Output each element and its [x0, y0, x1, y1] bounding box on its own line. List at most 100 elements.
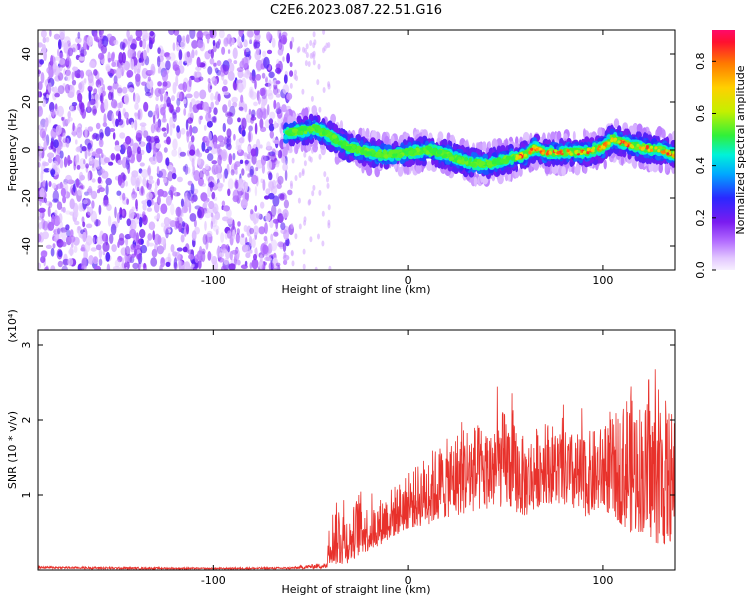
noise-speck	[261, 163, 265, 174]
noise-speck	[63, 156, 68, 168]
noise-speck	[143, 262, 147, 269]
noise-speck	[125, 135, 132, 145]
noise-speck	[48, 114, 52, 124]
noise-speck	[261, 263, 265, 270]
noise-speck	[38, 181, 41, 189]
noise-speck	[75, 146, 82, 153]
noise-speck	[191, 39, 199, 49]
noise-speck	[269, 111, 276, 120]
noise-speck	[221, 149, 228, 162]
noise-speck	[246, 30, 254, 38]
noise-speck	[202, 101, 210, 111]
noise-speck	[163, 147, 168, 153]
noise-speck	[281, 104, 287, 113]
noise-speck	[123, 93, 130, 105]
noise-speck	[104, 126, 111, 137]
noise-speck	[282, 56, 285, 62]
noise-speck	[290, 183, 293, 190]
noise-speck	[270, 154, 277, 163]
noise-speck	[58, 58, 66, 65]
noise-speck	[150, 123, 155, 134]
noise-speck	[101, 232, 108, 242]
noise-speck	[318, 106, 322, 113]
noise-speck	[40, 250, 48, 258]
noise-speck	[157, 56, 161, 68]
noise-speck	[289, 70, 294, 77]
noise-speck	[309, 236, 313, 243]
noise-speck	[298, 172, 302, 178]
noise-speck	[191, 49, 195, 59]
noise-speck	[96, 236, 104, 245]
noise-speck	[165, 228, 169, 239]
noise-speck	[152, 145, 157, 157]
noise-speck	[268, 262, 275, 270]
noise-speck	[188, 77, 192, 88]
noise-speck	[57, 260, 63, 268]
noise-speck	[127, 36, 133, 42]
signal-blob	[609, 128, 615, 136]
noise-speck	[167, 252, 171, 263]
noise-speck	[266, 104, 270, 116]
noise-speck	[139, 162, 145, 167]
noise-speck	[137, 146, 141, 154]
noise-speck	[38, 162, 41, 168]
noise-speck	[134, 102, 139, 110]
noise-speck	[197, 157, 202, 166]
noise-speck	[222, 104, 228, 113]
signal-blob	[507, 166, 511, 175]
noise-speck	[328, 265, 332, 270]
noise-speck	[261, 100, 265, 112]
noise-speck	[241, 233, 245, 238]
noise-speck	[176, 98, 181, 107]
noise-speck	[50, 265, 56, 270]
noise-speck	[42, 37, 47, 44]
noise-speck	[164, 94, 168, 100]
noise-speck	[160, 49, 165, 58]
noise-speck	[69, 246, 74, 257]
noise-speck	[111, 244, 117, 253]
noise-speck	[69, 104, 73, 111]
noise-speck	[291, 157, 295, 164]
noise-speck	[208, 181, 215, 188]
noise-speck	[291, 260, 295, 267]
noise-speck	[71, 102, 78, 107]
noise-speck	[210, 48, 214, 59]
noise-speck	[141, 169, 149, 179]
noise-speck	[55, 229, 63, 240]
noise-speck	[236, 67, 244, 73]
noise-speck	[169, 116, 174, 127]
noise-speck	[251, 258, 259, 270]
noise-speck	[92, 234, 98, 245]
noise-speck	[132, 262, 139, 270]
noise-speck	[69, 198, 75, 210]
noise-speck	[176, 176, 183, 183]
noise-speck	[221, 46, 226, 55]
noise-speck	[174, 216, 180, 222]
noise-speck	[318, 153, 322, 160]
noise-speck	[241, 168, 245, 176]
noise-speck	[244, 182, 248, 192]
noise-speck	[285, 155, 288, 166]
noise-speck	[135, 199, 138, 210]
noise-speck	[227, 49, 231, 54]
signal-blob	[473, 176, 478, 187]
noise-speck	[199, 89, 207, 100]
noise-speck	[126, 198, 129, 205]
noise-speck	[296, 47, 300, 54]
noise-speck	[180, 198, 185, 208]
noise-speck	[114, 259, 121, 268]
noise-speck	[40, 72, 45, 84]
noise-speck	[165, 157, 170, 167]
noise-speck	[53, 61, 58, 70]
noise-speck	[160, 257, 166, 268]
noise-speck	[265, 89, 273, 97]
noise-speck	[42, 99, 47, 108]
noise-speck	[283, 259, 288, 265]
noise-speck	[160, 203, 168, 215]
noise-speck	[289, 40, 293, 50]
noise-speck	[98, 128, 104, 141]
noise-speck	[190, 183, 195, 195]
noise-speck	[226, 143, 232, 151]
noise-speck	[155, 95, 159, 102]
noise-speck	[68, 235, 76, 243]
